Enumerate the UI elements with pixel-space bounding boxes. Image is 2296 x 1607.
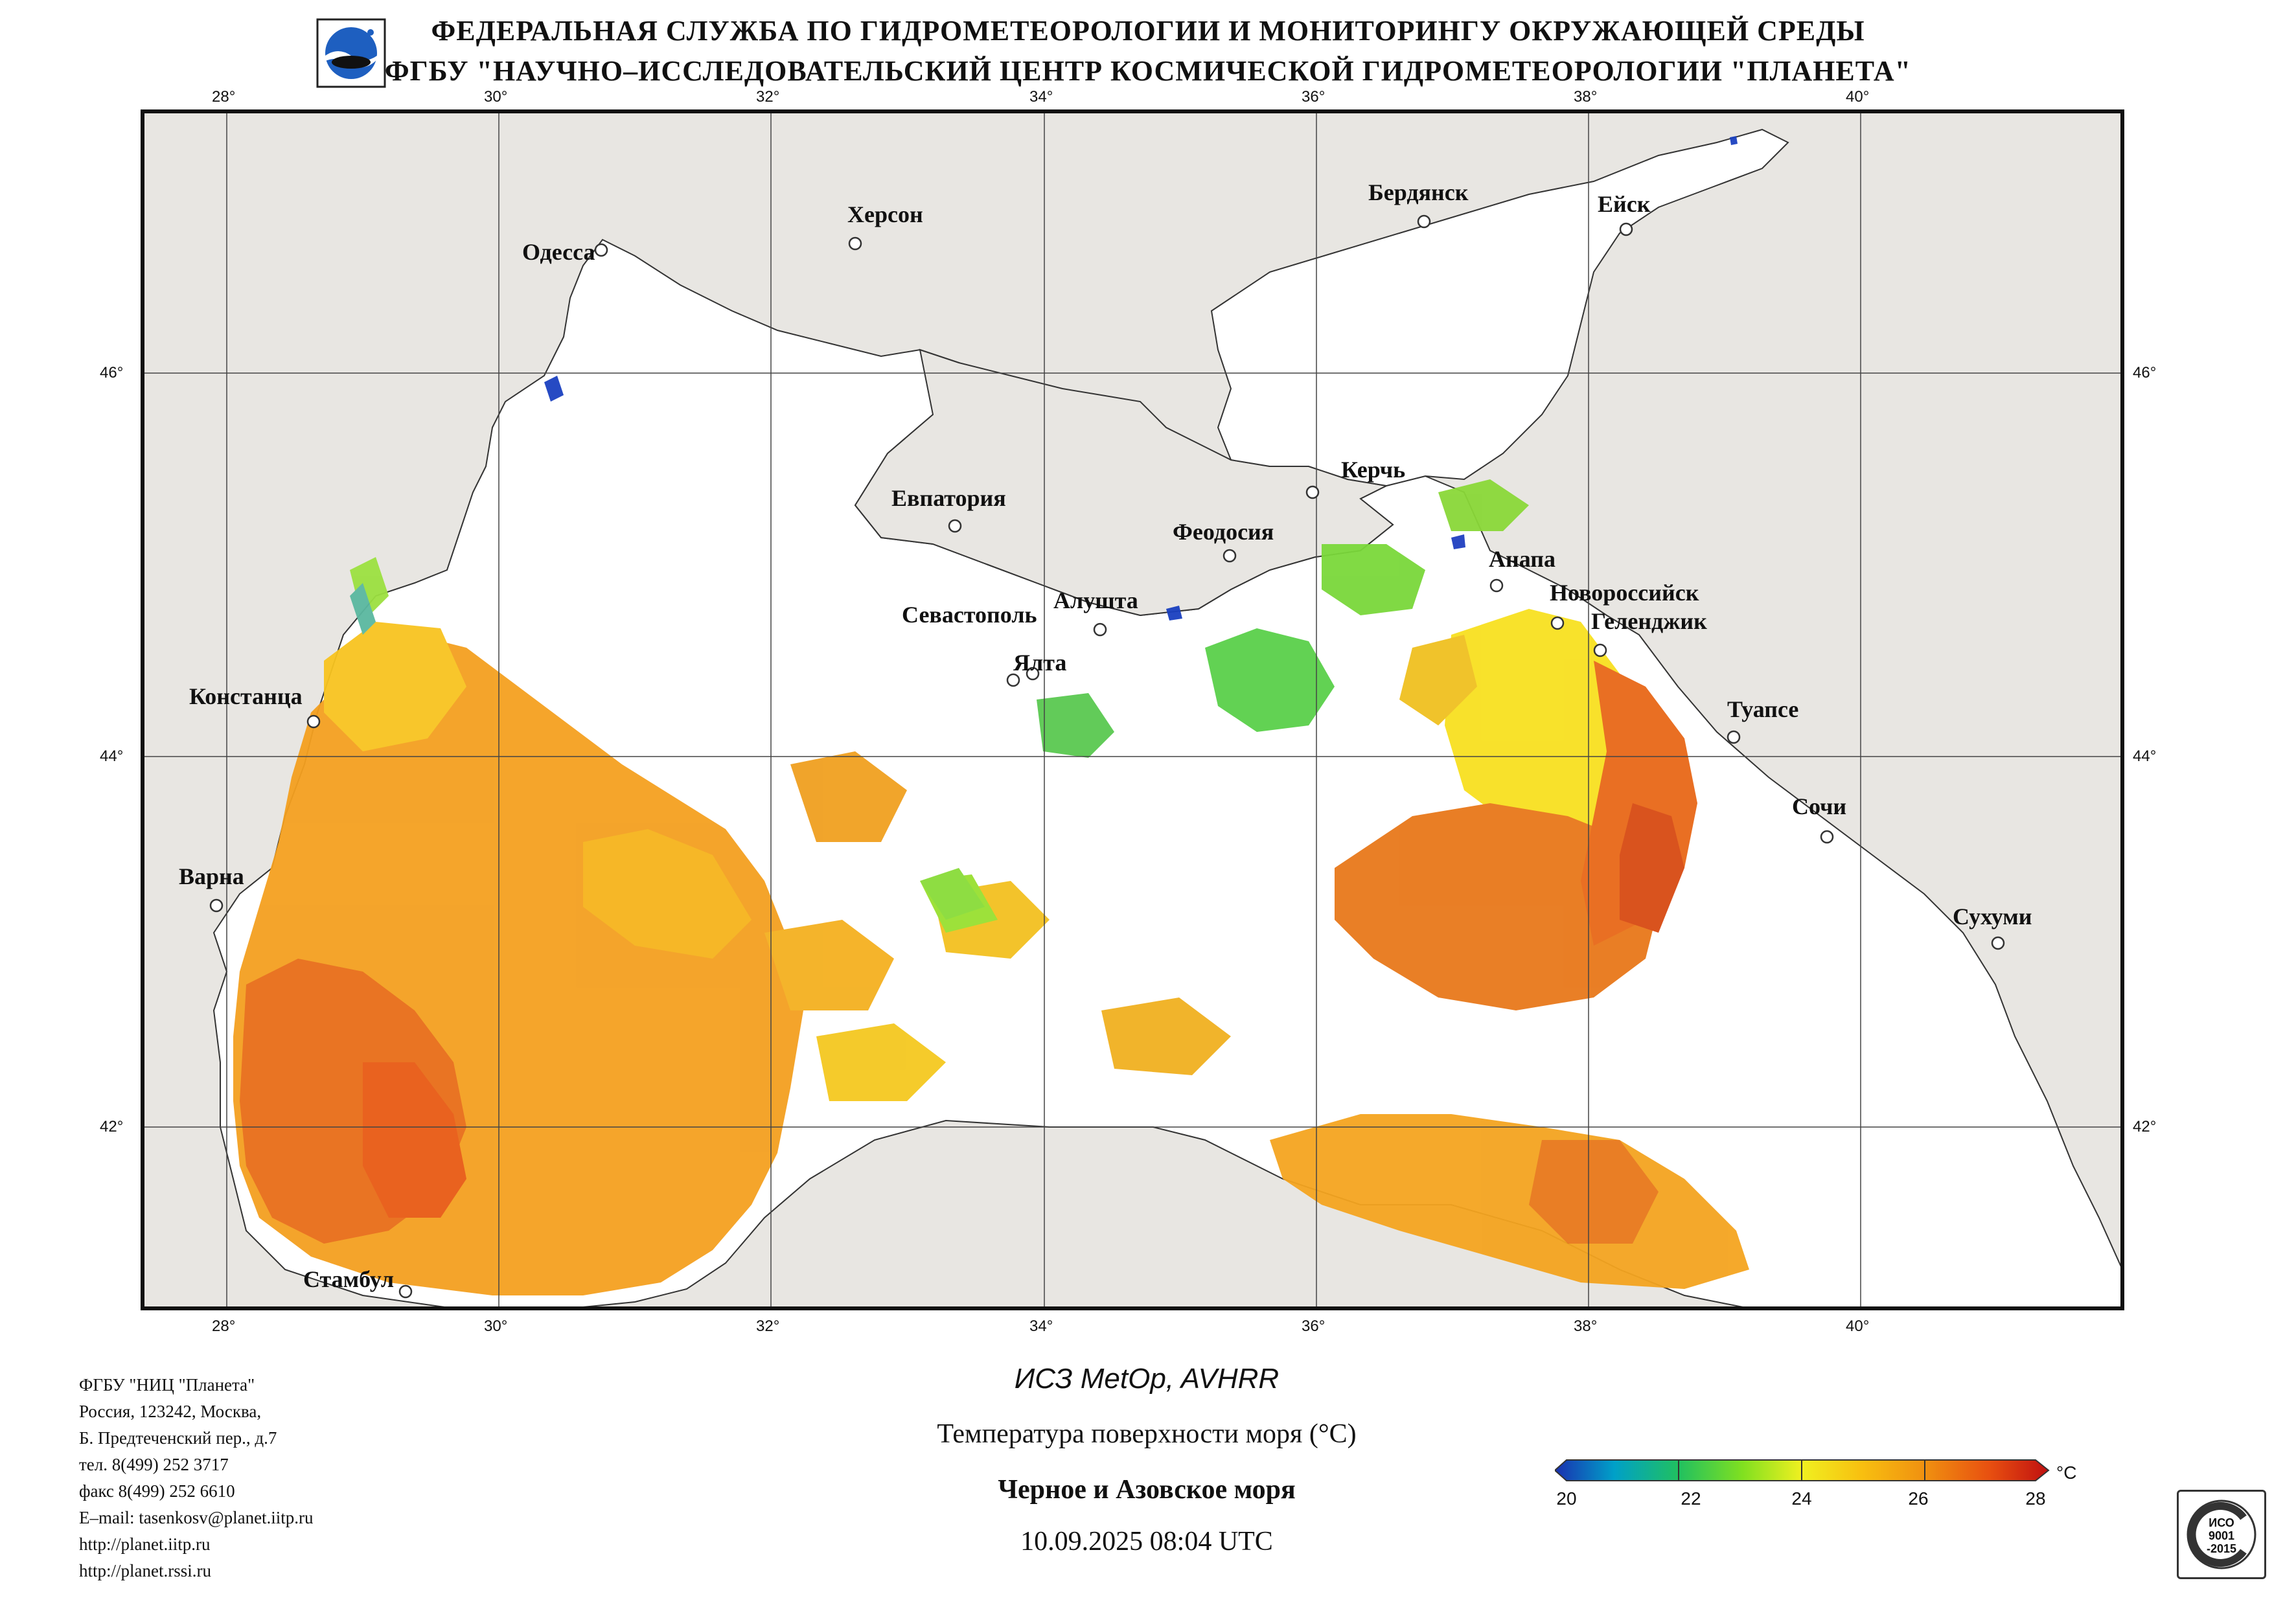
lon-label-34-bottom: 34° [1029,1317,1053,1335]
email-line: E–mail: tasenkosv@planet.iitp.ru [79,1508,314,1527]
colorbar-unit: °C [2056,1463,2077,1483]
lon-label-32-bottom: 32° [756,1317,780,1335]
lat-label-46-right: 46° [2133,364,2157,382]
product-title: Температура поверхности моря (°C) [937,1419,1357,1449]
lon-label-40-bottom: 40° [1846,1317,1870,1335]
city-label-yeysk: Ейск [1598,191,1651,217]
phone-line: тел. 8(499) 252 3717 [79,1455,229,1474]
city-marker-icon [1550,616,1565,630]
city-label-istanbul: Стамбул [303,1266,395,1292]
lon-label-36-top: 36° [1302,88,1326,106]
city-marker-icon [1006,673,1020,687]
region-title: Черное и Азовское моря [998,1475,1296,1505]
address-line: ФГБУ "НИЦ "Планета" [79,1375,255,1395]
sst-overlay [233,136,1749,1295]
city-label-kerch: Керчь [1341,457,1406,483]
lon-label-34-top: 34° [1029,88,1053,106]
city-marker-icon [398,1284,413,1299]
city-label-sukhumi: Сухуми [1953,904,2032,929]
city-marker-icon [594,243,608,257]
city-marker-icon [1305,485,1320,499]
city-label-anapa: Анапа [1489,546,1556,572]
lon-label-36-bottom: 36° [1302,1317,1326,1335]
city-marker-icon [848,236,862,251]
fax-line: факс 8(499) 252 6610 [79,1481,235,1501]
lon-label-30-bottom: 30° [484,1317,508,1335]
iso-label: ИСО [2209,1516,2234,1529]
crimea [854,348,1394,617]
city-marker-icon [1593,643,1607,657]
graticule [143,111,2122,1308]
iso-certificate-stamp: ИСО 9001 -2015 [2177,1490,2266,1579]
colorbar-tick-label: 22 [1681,1488,1701,1509]
city-label-feodosia: Феодосия [1173,519,1274,545]
city-marker-icon [306,714,321,729]
lat-label-44-left: 44° [100,747,124,765]
satellite-title: ИСЗ MetOp, AVHRR [1014,1363,1280,1395]
city-marker-icon [1026,667,1040,681]
city-label-constanta: Констанца [189,683,303,709]
colorbar-tick-label: 20 [1556,1488,1577,1509]
colorbar-tick-label: 28 [2025,1488,2046,1509]
map-frame [141,109,2124,1310]
lat-label-42-right: 42° [2133,1118,2157,1135]
city-marker-icon [1489,578,1504,593]
lon-label-32-top: 32° [756,88,780,106]
colorbar-tick-label: 24 [1791,1488,1812,1509]
city-label-alushta: Алушта [1053,587,1138,613]
city-marker-icon [209,898,224,913]
city-label-varna: Варна [179,863,244,889]
lon-label-30-top: 30° [484,88,508,106]
sea-of-azov [1210,128,1789,487]
city-label-yevpatoria: Евпатория [891,485,1006,511]
lat-label-46-left: 46° [100,364,124,382]
city-marker-icon [1727,730,1741,744]
iso-year: -2015 [2206,1542,2237,1555]
city-label-kherson: Херсон [847,201,923,227]
lat-label-42-left: 42° [100,1118,124,1135]
header-line-2: ФГБУ "НАУЧНО–ИССЛЕДОВАТЕЛЬСКИЙ ЦЕНТР КОС… [384,55,1912,87]
city-label-odessa: Одесса [522,239,595,265]
iso-text: ИСО 9001 -2015 [2193,1516,2250,1555]
city-label-tuapse: Туапсе [1727,696,1799,722]
address-line: Россия, 123242, Москва, [79,1402,262,1421]
city-marker-icon [948,519,962,533]
colorbar [1555,1459,2050,1481]
city-label-gelendzhik: Геленджик [1591,608,1707,634]
url-line[interactable]: http://planet.rssi.ru [79,1561,211,1580]
lon-label-40-top: 40° [1846,88,1870,106]
planeta-logo [316,18,386,88]
address-line: Б. Предтеченский пер., д.7 [79,1428,277,1448]
city-marker-icon [1223,549,1237,563]
city-marker-icon [1417,214,1431,229]
city-label-yalta: Ялта [1013,650,1067,676]
city-label-berdyansk: Бердянск [1368,179,1469,205]
header-line-1: ФЕДЕРАЛЬНАЯ СЛУЖБА ПО ГИДРОМЕТЕОРОЛОГИИ … [431,15,1865,47]
iso-certificate-icon [2187,1499,2256,1569]
city-label-sevastopol: Севастополь [902,602,1037,628]
datetime-title: 10.09.2025 08:04 UTC [1020,1527,1273,1556]
city-marker-icon [1820,830,1834,844]
lon-label-38-bottom: 38° [1574,1317,1598,1335]
city-marker-icon [1991,936,2005,950]
city-label-sochi: Сочи [1792,793,1847,819]
lon-label-38-top: 38° [1574,88,1598,106]
lon-label-28-top: 28° [212,88,236,106]
city-marker-icon [1093,622,1107,637]
address-block: ФГБУ "НИЦ "Планета" Россия, 123242, Моск… [79,1372,314,1584]
colorbar-tick-label: 26 [1908,1488,1929,1509]
url-line[interactable]: http://planet.iitp.ru [79,1534,211,1554]
lat-label-44-right: 44° [2133,747,2157,765]
city-marker-icon [1619,222,1633,236]
city-label-novorossiysk: Новороссийск [1550,580,1699,606]
iso-number: 9001 [2208,1529,2235,1542]
lon-label-28-bottom: 28° [212,1317,236,1335]
colorbar-ticks: 20 22 24 26 28 [1555,1488,2060,1514]
